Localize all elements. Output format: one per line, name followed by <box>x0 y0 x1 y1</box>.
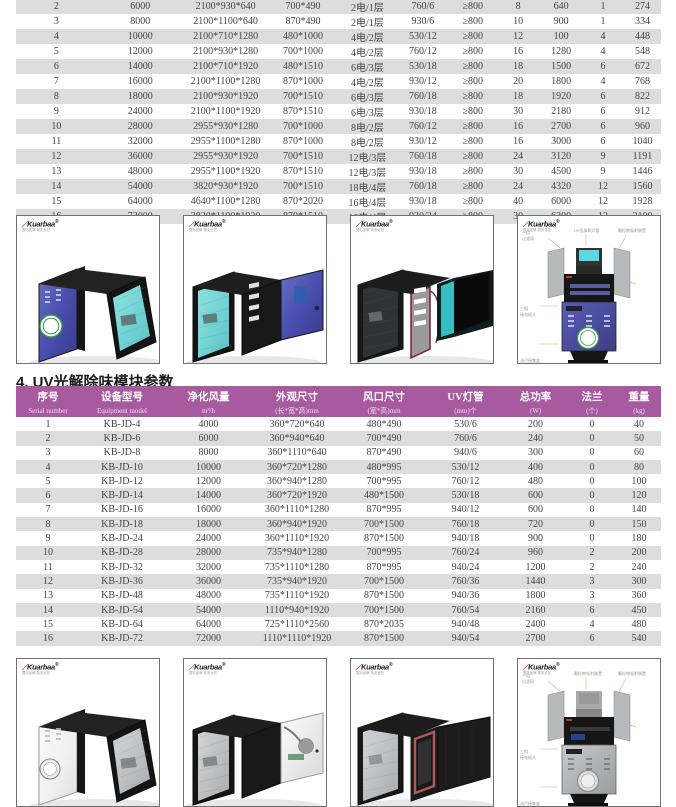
svg-text:油污接集盒: 油污接集盒 <box>520 357 540 363</box>
svg-text:接电插头: 接电插头 <box>520 311 536 317</box>
svg-text:一组: 一组 <box>522 672 530 678</box>
svg-text:油污接集盒: 油污接集盒 <box>520 800 540 806</box>
svg-text:颗粒物吸附装置: 颗粒物吸附装置 <box>574 670 602 676</box>
svg-text:过滤网: 过滤网 <box>522 235 534 241</box>
svg-text:接电插头: 接电插头 <box>520 754 536 760</box>
svg-text:三相: 三相 <box>520 748 528 754</box>
svg-text:过滤网: 过滤网 <box>522 678 534 684</box>
svg-text:颗粒物吸附装置: 颗粒物吸附装置 <box>618 227 646 233</box>
svg-text:颗粒物吸附装置: 颗粒物吸附装置 <box>618 670 646 676</box>
svg-text:三相: 三相 <box>520 305 528 311</box>
svg-text:一组: 一组 <box>522 229 530 235</box>
svg-text:UV低臭氧灯管: UV低臭氧灯管 <box>574 227 600 233</box>
